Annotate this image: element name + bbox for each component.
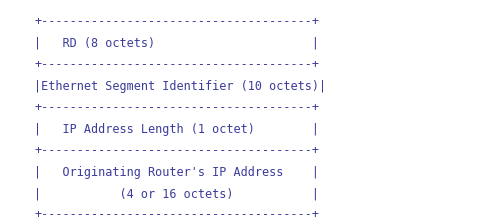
Text: +--------------------------------------+: +--------------------------------------+ (34, 144, 319, 157)
Text: |   Originating Router's IP Address    |: | Originating Router's IP Address | (34, 166, 319, 178)
Text: +--------------------------------------+: +--------------------------------------+ (34, 58, 319, 71)
Text: |           (4 or 16 octets)           |: | (4 or 16 octets) | (34, 187, 319, 200)
Text: |   IP Address Length (1 octet)        |: | IP Address Length (1 octet) | (34, 123, 319, 136)
Text: |Ethernet Segment Identifier (10 octets)|: |Ethernet Segment Identifier (10 octets)… (34, 80, 326, 93)
Text: +--------------------------------------+: +--------------------------------------+ (34, 15, 319, 28)
Text: |   RD (8 octets)                      |: | RD (8 octets) | (34, 37, 319, 50)
Text: +--------------------------------------+: +--------------------------------------+ (34, 208, 319, 219)
Text: +--------------------------------------+: +--------------------------------------+ (34, 101, 319, 114)
